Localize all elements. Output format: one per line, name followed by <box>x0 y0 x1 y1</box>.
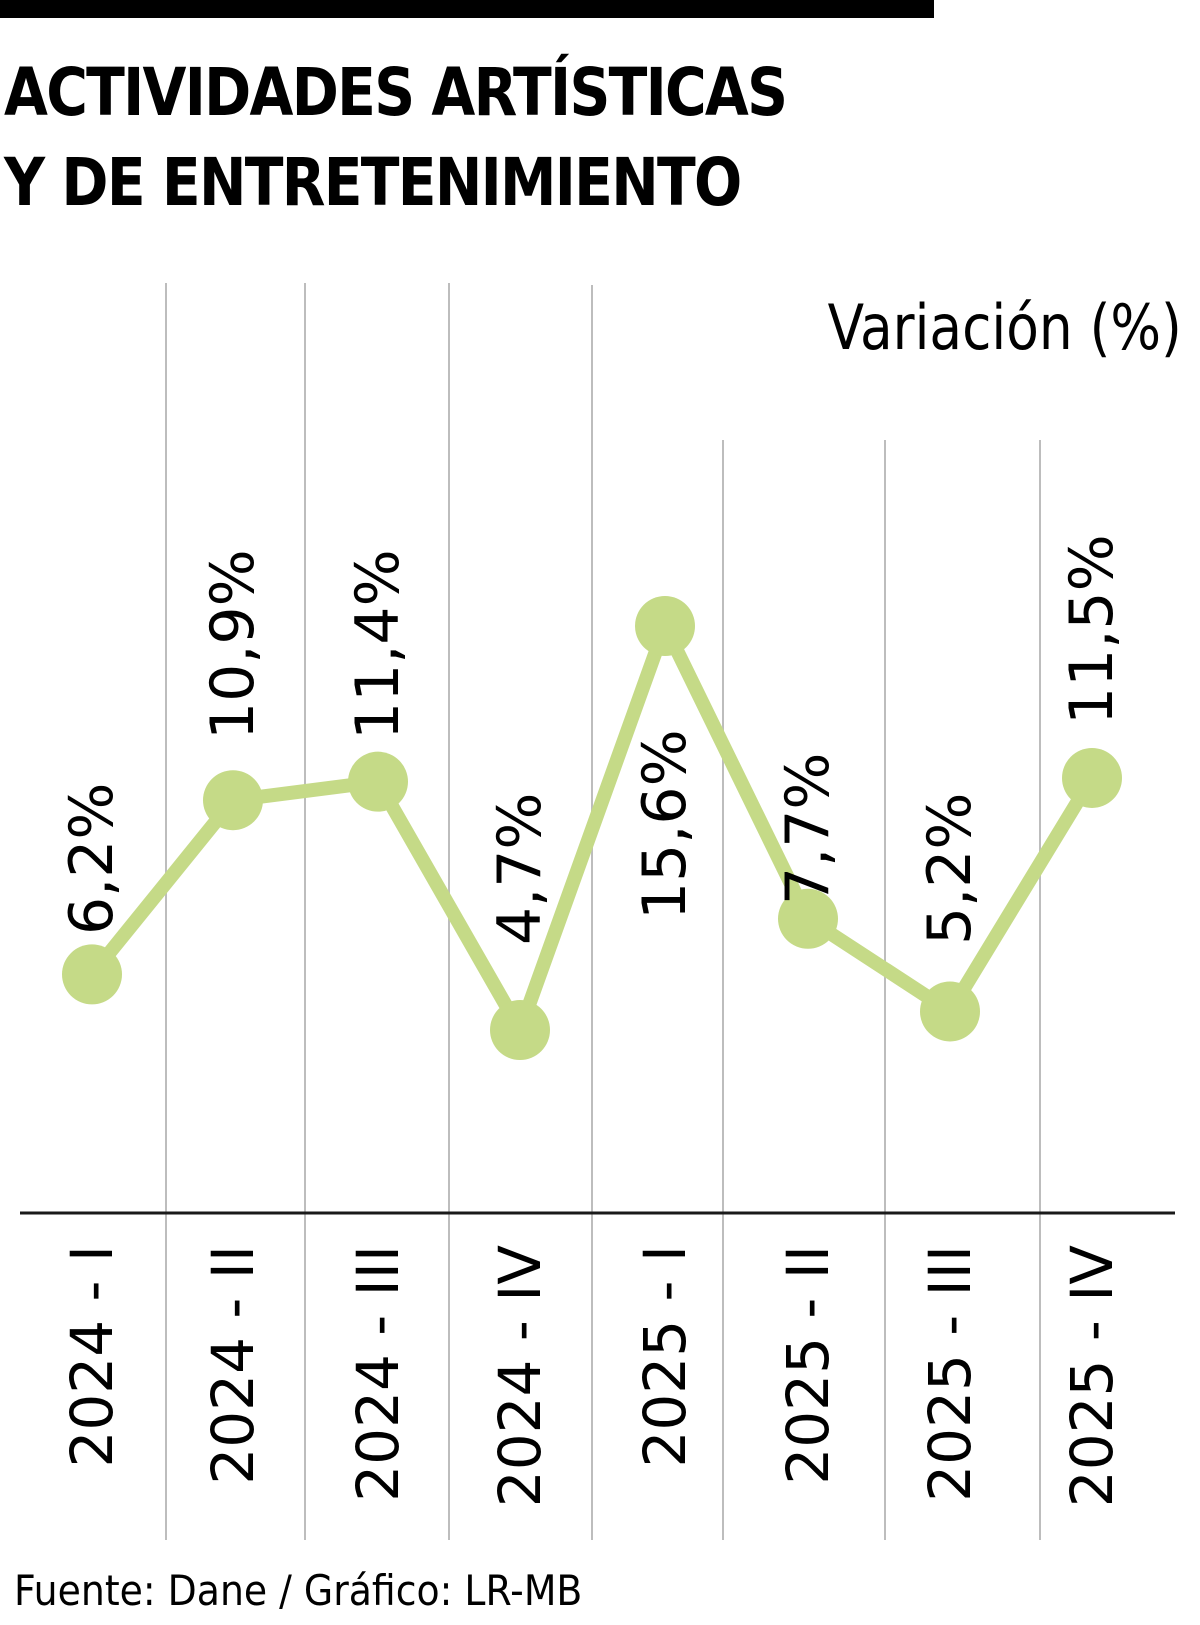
data-label: 10,9% <box>198 549 268 740</box>
data-label: 5,2% <box>915 793 985 945</box>
data-label: 7,7% <box>773 753 843 905</box>
data-point-marker <box>635 596 695 656</box>
data-point-marker <box>778 888 838 949</box>
data-point-marker <box>348 751 408 812</box>
chart-title-line2: Y DE ENTRETENIMIENTO <box>4 144 742 221</box>
chart-title-line1: ACTIVIDADES ARTÍSTICAS <box>4 54 788 131</box>
data-label: 6,2% <box>57 783 127 935</box>
data-point-marker <box>203 770 263 831</box>
data-label: 4,7% <box>485 793 555 945</box>
data-point-marker <box>62 944 122 1005</box>
data-label: 11,5% <box>1057 534 1127 725</box>
data-point-marker <box>920 981 980 1042</box>
chart-title: ACTIVIDADES ARTÍSTICAS Y DE ENTRETENIMIE… <box>4 48 788 228</box>
data-point-marker <box>1062 747 1122 808</box>
data-label: 15,6% <box>630 729 700 920</box>
x-axis-label: 2024 - III <box>344 1245 412 1502</box>
data-labels: 6,2% 10,9% 11,4% 4,7% 15,6% 7,7% 5,2% 11,5% <box>57 534 1127 945</box>
x-axis-label: 2025 - I <box>631 1245 699 1468</box>
x-axis-label: 2025 - IV <box>1058 1245 1126 1508</box>
data-markers <box>62 596 1122 1060</box>
x-axis-label: 2025 - III <box>916 1245 984 1502</box>
x-axis-label: 2025 - II <box>774 1245 842 1485</box>
x-axis-label: 2024 - I <box>58 1245 126 1468</box>
unit-label: Variación (%) <box>827 291 1182 364</box>
x-axis-label: 2024 - IV <box>486 1245 554 1508</box>
x-axis-labels: 2024 - I 2024 - II 2024 - III 2024 - IV 2025… <box>58 1245 1126 1508</box>
source-note: Fuente: Dane / Gráfico: LR-MB <box>14 1566 583 1615</box>
data-label: 11,4% <box>343 549 413 740</box>
x-axis-label: 2024 - II <box>199 1245 267 1485</box>
gridlines <box>165 283 1041 1540</box>
data-point-marker <box>490 1000 550 1060</box>
header-bar <box>0 0 934 18</box>
